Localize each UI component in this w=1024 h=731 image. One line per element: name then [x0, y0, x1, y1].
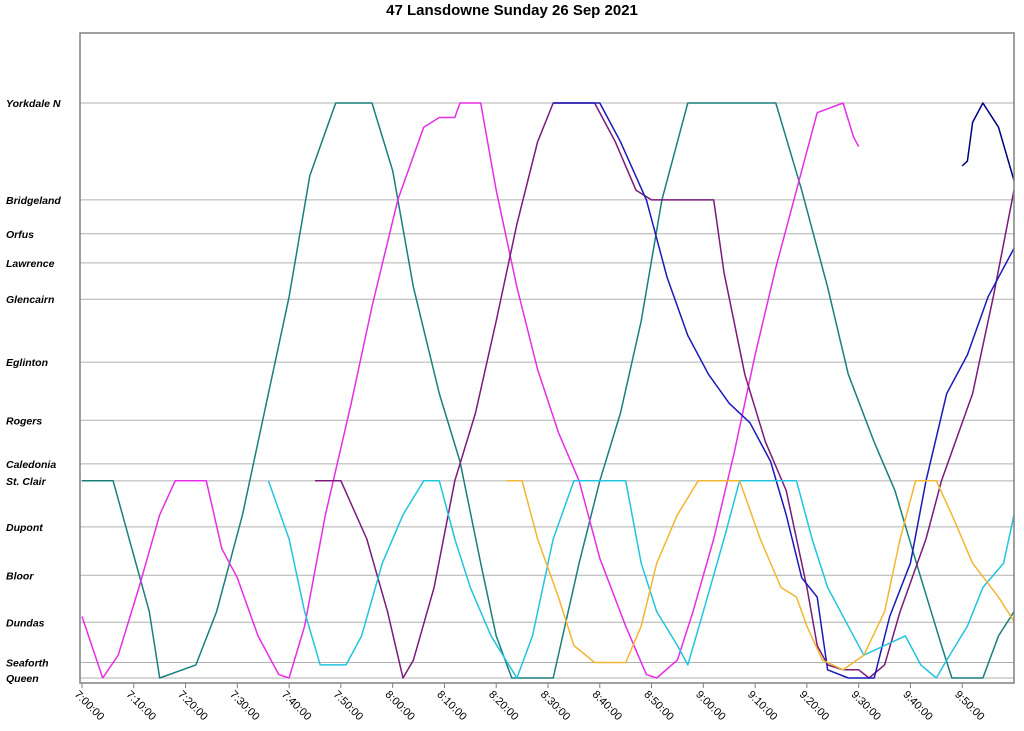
stop-label: Dupont — [6, 522, 43, 534]
x-tick-label: 8:30:00 — [538, 689, 572, 723]
plot-frame — [79, 32, 1015, 684]
stop-label: Queen — [6, 673, 39, 685]
stop-label: Glencairn — [6, 294, 54, 306]
stop-label: Eglinton — [6, 357, 48, 369]
stop-labels: Yorkdale N Bridgeland Orfus Lawrence Glencai… — [6, 98, 61, 685]
stop-label: Yorkdale N — [6, 98, 61, 110]
x-tick-label: 9:40:00 — [900, 689, 934, 723]
stop-label: Bloor — [6, 570, 34, 582]
stop-label: Orfus — [6, 229, 34, 241]
x-tick-label: 9:30:00 — [849, 689, 883, 723]
x-tick-label: 8:10:00 — [434, 689, 468, 723]
x-tick-label: 7:10:00 — [124, 689, 158, 723]
chart-title: 47 Lansdowne Sunday 26 Sep 2021 — [386, 2, 638, 19]
series-lines — [81, 102, 1015, 679]
x-ticks: 7:00:00 7:10:00 7:20:00 7:30:00 7:40:00 7:50:… — [72, 683, 987, 723]
series-line-7 — [506, 480, 1015, 671]
series-line-4 — [553, 102, 1015, 679]
x-tick-label: 9:10:00 — [745, 689, 779, 723]
x-tick-label: 9:20:00 — [797, 689, 831, 723]
stop-label: Dundas — [6, 617, 45, 629]
stop-label: Bridgeland — [6, 195, 61, 207]
stop-label: St. Clair — [6, 476, 47, 488]
stop-label: Caledonia — [6, 459, 56, 471]
x-tick-label: 7:20:00 — [175, 689, 209, 723]
stop-label: Seaforth — [6, 657, 49, 669]
series-line-2 — [81, 102, 860, 679]
x-tick-label: 7:30:00 — [227, 689, 261, 723]
x-tick-label: 7:50:00 — [331, 689, 365, 723]
x-tick-label: 9:00:00 — [693, 689, 727, 723]
x-tick-label: 7:40:00 — [279, 689, 313, 723]
series-line-5 — [961, 102, 1015, 181]
x-tick-label: 8:20:00 — [486, 689, 520, 723]
stop-label: Lawrence — [6, 258, 55, 270]
series-line-6 — [267, 480, 1015, 679]
x-tick-label: 8:00:00 — [383, 689, 417, 723]
x-tick-label: 9:50:00 — [952, 689, 986, 723]
x-tick-label: 8:50:00 — [641, 689, 675, 723]
series-line-3 — [315, 102, 1015, 679]
series-line-1 — [82, 102, 1015, 679]
gridlines — [80, 102, 1014, 679]
x-tick-label: 8:40:00 — [590, 689, 624, 723]
stop-label: Rogers — [6, 415, 42, 427]
x-tick-label: 7:00:00 — [72, 689, 106, 723]
